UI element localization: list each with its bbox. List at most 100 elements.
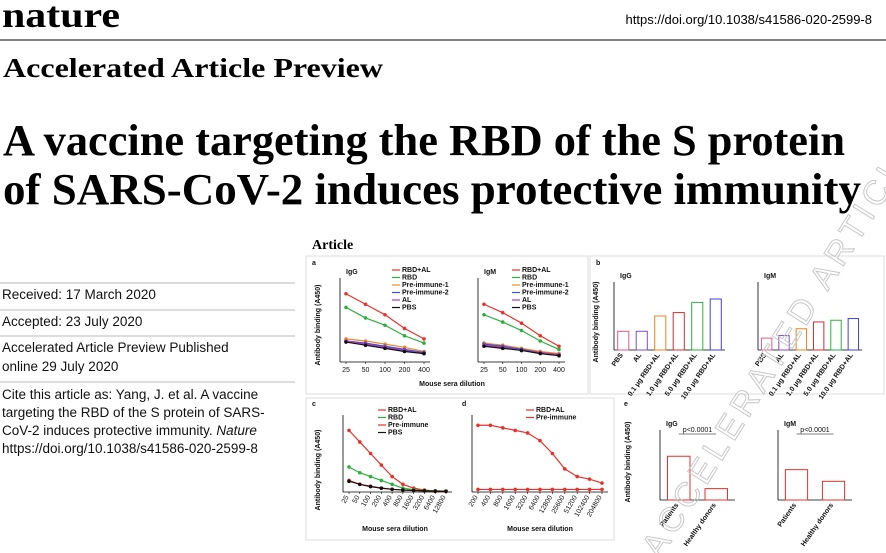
bar bbox=[672, 312, 685, 351]
x-tick-label: 50 bbox=[362, 367, 370, 374]
bar bbox=[617, 330, 630, 351]
x-tick-label: 200 bbox=[468, 494, 480, 508]
legend-label: Pre-immune-2 bbox=[402, 290, 449, 297]
series-line bbox=[478, 424, 603, 484]
received: Received: 17 March 2020 bbox=[2, 287, 156, 302]
legend-label: RBD+AL bbox=[402, 267, 431, 274]
point bbox=[422, 489, 427, 493]
panel-frame bbox=[305, 397, 615, 541]
panel-letter: e bbox=[624, 401, 628, 408]
point bbox=[500, 310, 505, 315]
title-line: of SARS-CoV-2 induces protective immunit… bbox=[3, 165, 861, 214]
point bbox=[379, 463, 384, 467]
point bbox=[401, 482, 405, 487]
chart-title: IgG bbox=[666, 421, 678, 428]
legend-label: Pre-immune-1 bbox=[402, 282, 449, 289]
point bbox=[383, 323, 387, 328]
accepted: Accepted: 23 July 2020 bbox=[2, 314, 142, 329]
bar bbox=[635, 330, 648, 351]
series-line bbox=[348, 480, 446, 492]
point bbox=[519, 321, 524, 325]
p-value: p<0.0001 bbox=[800, 427, 829, 434]
point bbox=[501, 426, 505, 430]
x-tick-label: 400 bbox=[480, 494, 492, 508]
x-tick-label: Patients bbox=[777, 502, 798, 528]
citation-text: CoV-2 induces protective immunity. bbox=[2, 423, 216, 438]
banner: Accelerated Article Preview bbox=[3, 53, 384, 83]
bar bbox=[784, 469, 809, 501]
watermark: ACCELERATED ARTICLE PREVIEW bbox=[635, 0, 886, 553]
x-tick-label: 3200 bbox=[515, 494, 529, 511]
point bbox=[587, 477, 592, 481]
bar bbox=[830, 319, 842, 351]
x-tick-label: AL bbox=[775, 352, 787, 364]
point bbox=[368, 474, 373, 479]
x-tick-label: 25 bbox=[342, 367, 350, 374]
point bbox=[383, 346, 387, 351]
point bbox=[519, 348, 524, 353]
figure-heading: Article bbox=[312, 238, 353, 253]
legend-label: Pre-immune bbox=[536, 415, 577, 422]
x-tick-label: PBS bbox=[611, 352, 625, 368]
point bbox=[357, 482, 362, 487]
point bbox=[488, 487, 493, 492]
p-value: p<0.0001 bbox=[683, 427, 712, 434]
point bbox=[402, 333, 407, 338]
point bbox=[476, 487, 480, 492]
x-tick-label: 100 bbox=[516, 367, 528, 374]
bar bbox=[795, 328, 808, 351]
bar bbox=[812, 321, 825, 351]
bar bbox=[847, 318, 860, 351]
journal-logo: nature bbox=[2, 0, 120, 35]
bar bbox=[691, 301, 704, 351]
point bbox=[587, 487, 592, 492]
point bbox=[363, 343, 368, 348]
point bbox=[550, 451, 555, 456]
point bbox=[368, 484, 373, 489]
legend-label: RBD bbox=[388, 415, 403, 422]
chart-title: IgM bbox=[764, 273, 776, 280]
point bbox=[411, 488, 416, 493]
point bbox=[482, 302, 486, 307]
legend-label: Pre-immune-2 bbox=[522, 290, 569, 297]
x-tick-label: 1600 bbox=[503, 494, 517, 511]
point bbox=[600, 487, 604, 492]
point bbox=[444, 489, 448, 494]
point bbox=[368, 451, 373, 456]
x-tick-label: 50 bbox=[499, 367, 507, 374]
chart-title: IgG bbox=[620, 273, 632, 280]
point bbox=[433, 489, 438, 494]
bar bbox=[709, 298, 722, 351]
x-tick-label: 100 bbox=[360, 494, 372, 508]
series-line bbox=[348, 429, 447, 492]
x-axis-label: Mouse sera dilution bbox=[507, 526, 573, 533]
bar bbox=[760, 337, 773, 351]
legend-label: Pre-immune-1 bbox=[522, 282, 569, 289]
point bbox=[482, 344, 486, 349]
point bbox=[357, 470, 362, 475]
point bbox=[390, 482, 394, 487]
chart-title: IgM bbox=[484, 269, 496, 276]
point bbox=[422, 351, 426, 356]
citation: https://doi.org/10.1038/s41586-020-2599-… bbox=[2, 441, 258, 456]
x-tick-label: 100 bbox=[379, 367, 391, 374]
point bbox=[347, 479, 351, 484]
point bbox=[363, 316, 368, 320]
point bbox=[379, 478, 384, 483]
legend-label: RBD+AL bbox=[536, 407, 565, 414]
citation: Cite this article as: Yang, J. et al. A … bbox=[2, 387, 258, 402]
figure: a Antibody binding (A450) Mouse sera dilut… bbox=[312, 260, 862, 548]
title-line: A vaccine targeting the RBD of the S pro… bbox=[3, 116, 845, 165]
point bbox=[482, 312, 486, 317]
panel-letter: c bbox=[312, 401, 316, 408]
point bbox=[390, 487, 394, 492]
published: online 29 July 2020 bbox=[2, 359, 118, 374]
panel-letter: a bbox=[312, 260, 316, 267]
chart-title: IgG bbox=[346, 269, 358, 276]
point bbox=[402, 349, 407, 354]
point bbox=[557, 344, 561, 349]
point bbox=[563, 487, 567, 492]
x-tick-label: 800 bbox=[393, 494, 405, 508]
panel-frame bbox=[589, 255, 885, 395]
